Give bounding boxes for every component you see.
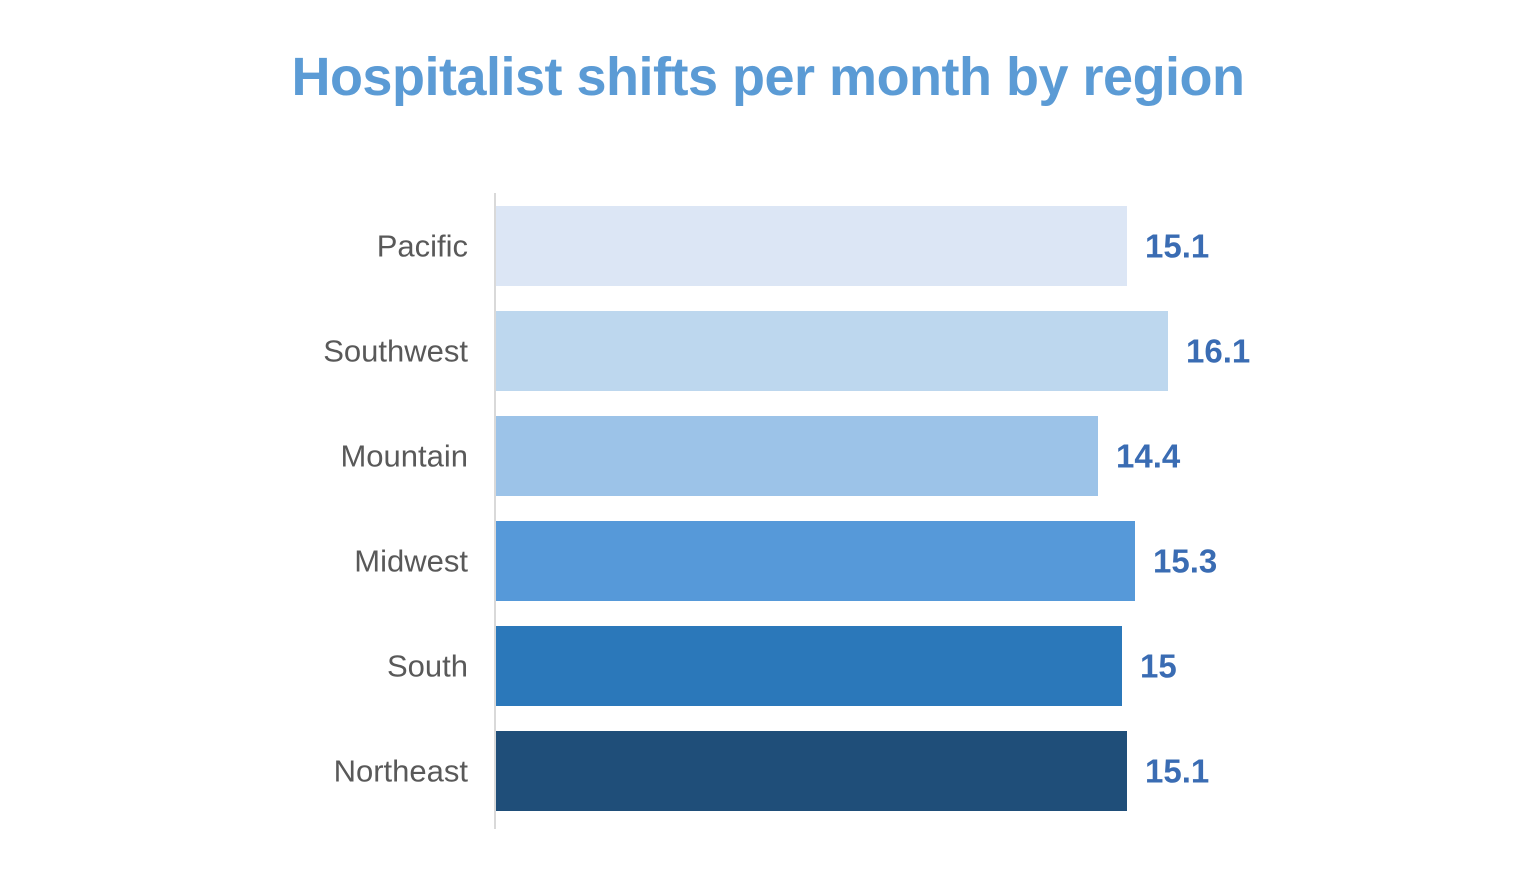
bar-mountain[interactable] bbox=[496, 415, 1098, 496]
bar-row: Southwest 16.1 bbox=[0, 298, 1536, 403]
category-label-pacific: Pacific bbox=[376, 228, 468, 263]
bar-southwest[interactable] bbox=[496, 310, 1168, 391]
bar-northeast[interactable] bbox=[496, 730, 1127, 811]
bar-value-pacific: 15.1 bbox=[1145, 227, 1210, 264]
category-label-south: South bbox=[386, 648, 468, 683]
bar-value-midwest: 15.3 bbox=[1153, 542, 1218, 579]
bar-value-southwest: 16.1 bbox=[1186, 332, 1251, 369]
bar-pacific[interactable] bbox=[496, 205, 1127, 286]
category-axis-line bbox=[494, 193, 496, 829]
bar-value-mountain: 14.4 bbox=[1116, 437, 1181, 474]
bar-row: South 15 bbox=[0, 613, 1536, 718]
bar-midwest[interactable] bbox=[496, 520, 1135, 601]
bar-row: Pacific 15.1 bbox=[0, 193, 1536, 298]
plot-area: Pacific 15.1 Southwest 16.1 Mountain 14.… bbox=[0, 193, 1536, 829]
bar-south[interactable] bbox=[496, 625, 1122, 706]
category-label-midwest: Midwest bbox=[354, 543, 468, 578]
bar-value-south: 15 bbox=[1140, 647, 1177, 684]
bar-row: Northeast 15.1 bbox=[0, 718, 1536, 823]
category-label-mountain: Mountain bbox=[340, 438, 468, 473]
bar-value-northeast: 15.1 bbox=[1145, 752, 1210, 789]
chart-title: Hospitalist shifts per month by region bbox=[291, 47, 1245, 107]
bar-row: Midwest 15.3 bbox=[0, 508, 1536, 613]
bar-row: Mountain 14.4 bbox=[0, 403, 1536, 508]
category-label-northeast: Northeast bbox=[333, 753, 468, 788]
category-label-southwest: Southwest bbox=[323, 333, 468, 368]
